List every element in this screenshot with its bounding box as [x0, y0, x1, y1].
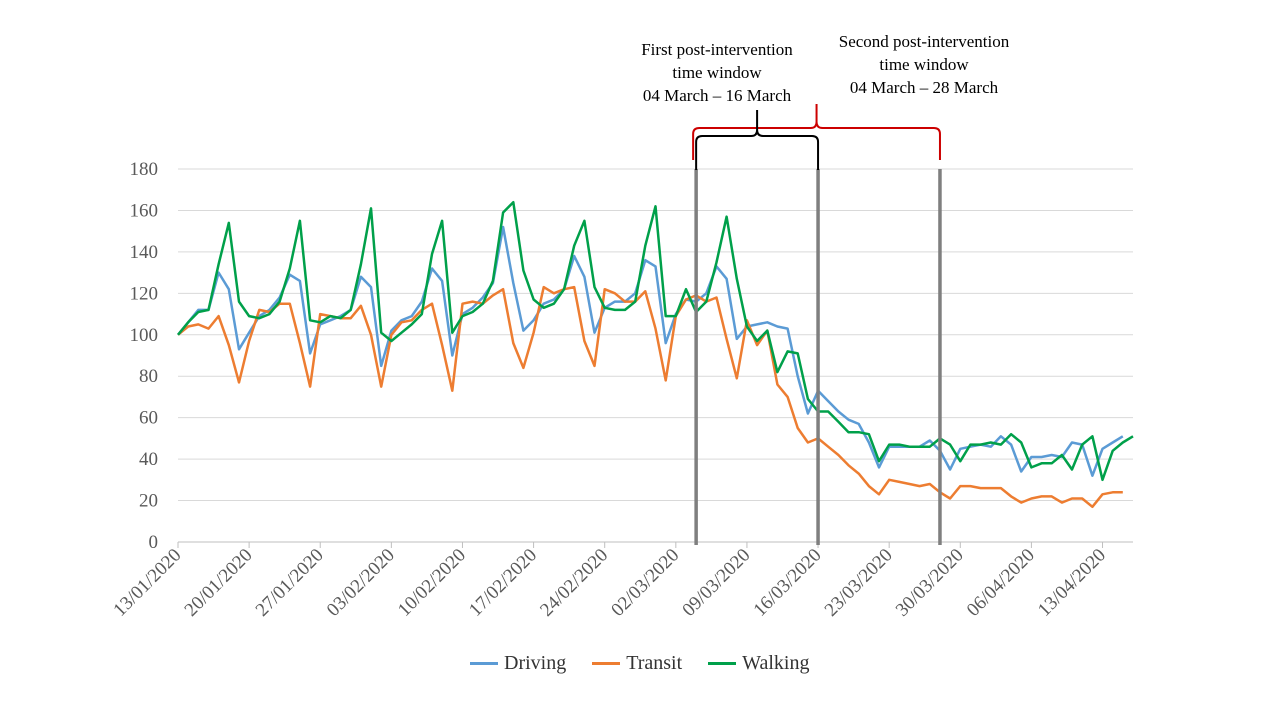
x-axis: 13/01/202020/01/202027/01/202003/02/2020… — [109, 541, 1133, 621]
y-tick-label-160: 160 — [130, 200, 159, 221]
first-window-line-1: First post-intervention — [641, 40, 793, 59]
x-tick-label: 09/03/2020 — [678, 545, 754, 621]
legend-entry-driving: Driving — [470, 652, 566, 675]
second-window-line-2: time window — [879, 55, 969, 74]
x-tick-label: 27/01/2020 — [252, 545, 328, 621]
series-line-transit — [177, 285, 1123, 509]
y-tick-label-100: 100 — [130, 325, 159, 346]
series-line-driving — [177, 225, 1124, 477]
x-tick-label: 30/03/2020 — [892, 545, 968, 621]
legend-label-transit: Transit — [626, 652, 683, 674]
legend-swatch-driving — [470, 662, 498, 665]
x-tick-label: 17/02/2020 — [465, 545, 541, 621]
second-window-bracket — [692, 104, 941, 160]
y-axis-ticks: 0 20 40 60 80 100 120 140 160 180 — [130, 159, 159, 553]
x-tick-label: 03/02/2020 — [323, 545, 399, 621]
x-tick-label: 13/04/2020 — [1034, 545, 1110, 621]
x-tick-label: 06/04/2020 — [963, 545, 1039, 621]
y-tick-label-180: 180 — [130, 159, 159, 180]
y-tick-label-40: 40 — [139, 449, 158, 470]
legend-swatch-walking — [708, 662, 737, 665]
legend: Driving Transit Walking — [470, 652, 809, 675]
x-tick-label: 23/03/2020 — [821, 545, 897, 621]
y-tick-label-20: 20 — [139, 491, 158, 512]
second-window-line-1: Second post-intervention — [838, 32, 1010, 51]
intervention-lines — [694, 169, 942, 545]
x-tick-label: 02/03/2020 — [607, 545, 683, 621]
legend-entry-transit: Transit — [592, 652, 682, 675]
first-window-bracket — [695, 110, 820, 170]
legend-swatch-transit — [592, 662, 621, 665]
x-tick-label: 20/01/2020 — [181, 545, 257, 621]
first-window-annotation: First post-intervention time window 04 M… — [614, 38, 820, 107]
y-tick-label-140: 140 — [130, 242, 159, 263]
y-tick-label-120: 120 — [130, 283, 159, 304]
first-window-line-2: time window — [672, 63, 762, 82]
y-tick-label-0: 0 — [149, 532, 159, 553]
legend-label-driving: Driving — [504, 652, 567, 674]
second-window-annotation: Second post-intervention time window 04 … — [818, 30, 1030, 99]
x-tick-label: 16/03/2020 — [750, 545, 826, 621]
x-tick-label: 24/02/2020 — [536, 545, 612, 621]
x-tick-label: 13/01/2020 — [109, 545, 185, 621]
series-line-walking — [177, 200, 1134, 482]
first-window-line-3: 04 March – 16 March — [642, 86, 792, 105]
legend-label-walking: Walking — [742, 652, 810, 674]
y-tick-label-80: 80 — [139, 366, 158, 387]
series-lines — [177, 200, 1134, 509]
y-tick-label-60: 60 — [139, 408, 158, 429]
second-window-line-3: 04 March – 28 March — [849, 78, 999, 97]
window-brackets — [692, 104, 941, 170]
legend-entry-walking: Walking — [708, 652, 809, 675]
x-tick-label: 10/02/2020 — [394, 545, 470, 621]
